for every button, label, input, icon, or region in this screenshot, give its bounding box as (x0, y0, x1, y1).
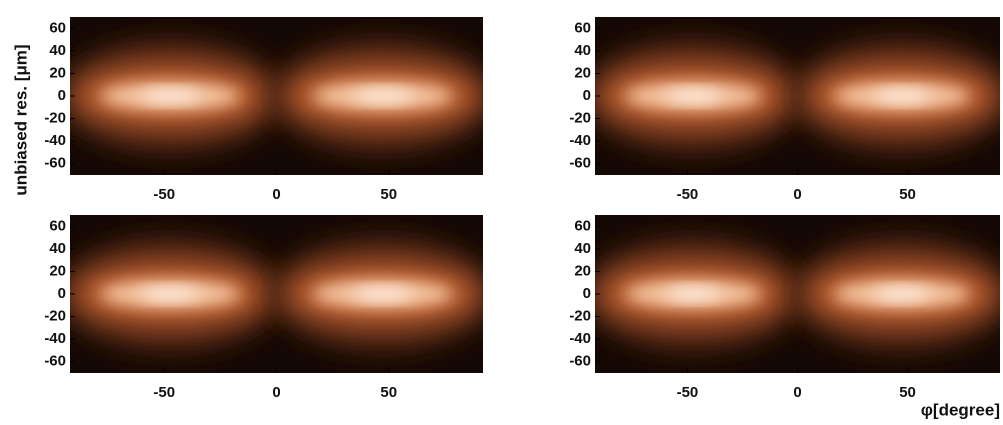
density-peak (352, 90, 413, 102)
y-axis-label: unbiased res. [μm] (11, 44, 30, 195)
x-tick-label: -50 (677, 186, 699, 203)
y-tick-label: -20 (569, 110, 591, 127)
x-tick-label: 50 (899, 384, 916, 401)
y-tick-label: 60 (574, 19, 591, 36)
y-tick-label: -20 (44, 110, 66, 127)
heatmap (70, 17, 483, 175)
x-axis-label: φ[degree] (921, 400, 1000, 419)
y-tick-label: 20 (49, 262, 66, 279)
y-tick-label: 40 (49, 240, 66, 257)
y-tick-label: -20 (44, 308, 66, 325)
x-tick-label: 50 (380, 186, 397, 203)
y-tick-label: -60 (569, 155, 591, 172)
density-peak (665, 90, 722, 102)
y-tick-label: 0 (583, 285, 591, 302)
y-tick-label: 0 (58, 285, 66, 302)
x-tick-label: 0 (793, 186, 801, 203)
y-tick-label: 20 (574, 262, 591, 279)
x-tick-label: 0 (272, 186, 280, 203)
y-tick-label: -60 (44, 155, 66, 172)
x-tick-label: 50 (380, 384, 397, 401)
x-tick-label: 0 (793, 384, 801, 401)
y-tick-label: 40 (574, 240, 591, 257)
density-peak (873, 288, 930, 300)
y-tick-label: -40 (44, 132, 66, 149)
heatmap (595, 17, 1000, 175)
x-tick-label: -50 (153, 186, 175, 203)
density-peak (352, 288, 413, 300)
x-tick-label: 0 (272, 384, 280, 401)
x-tick-label: -50 (153, 384, 175, 401)
y-tick-label: -40 (569, 132, 591, 149)
y-tick-label: -60 (44, 353, 66, 370)
x-tick-label: 50 (899, 186, 916, 203)
density-peak (140, 288, 201, 300)
y-tick-label: 40 (49, 42, 66, 59)
heatmap (595, 215, 1000, 373)
density-peak (873, 90, 930, 102)
heatmap (70, 215, 483, 373)
y-tick-label: -60 (569, 353, 591, 370)
density-peak (665, 288, 722, 300)
y-tick-label: 60 (574, 217, 591, 234)
y-tick-label: 0 (583, 87, 591, 104)
density-peak (140, 90, 201, 102)
y-tick-label: 20 (574, 64, 591, 81)
y-tick-label: 20 (49, 64, 66, 81)
y-tick-label: 0 (58, 87, 66, 104)
x-tick-label: -50 (677, 384, 699, 401)
y-tick-label: 60 (49, 19, 66, 36)
y-tick-label: -40 (569, 330, 591, 347)
y-tick-label: -20 (569, 308, 591, 325)
y-tick-label: 40 (574, 42, 591, 59)
y-tick-label: -40 (44, 330, 66, 347)
y-tick-label: 60 (49, 217, 66, 234)
